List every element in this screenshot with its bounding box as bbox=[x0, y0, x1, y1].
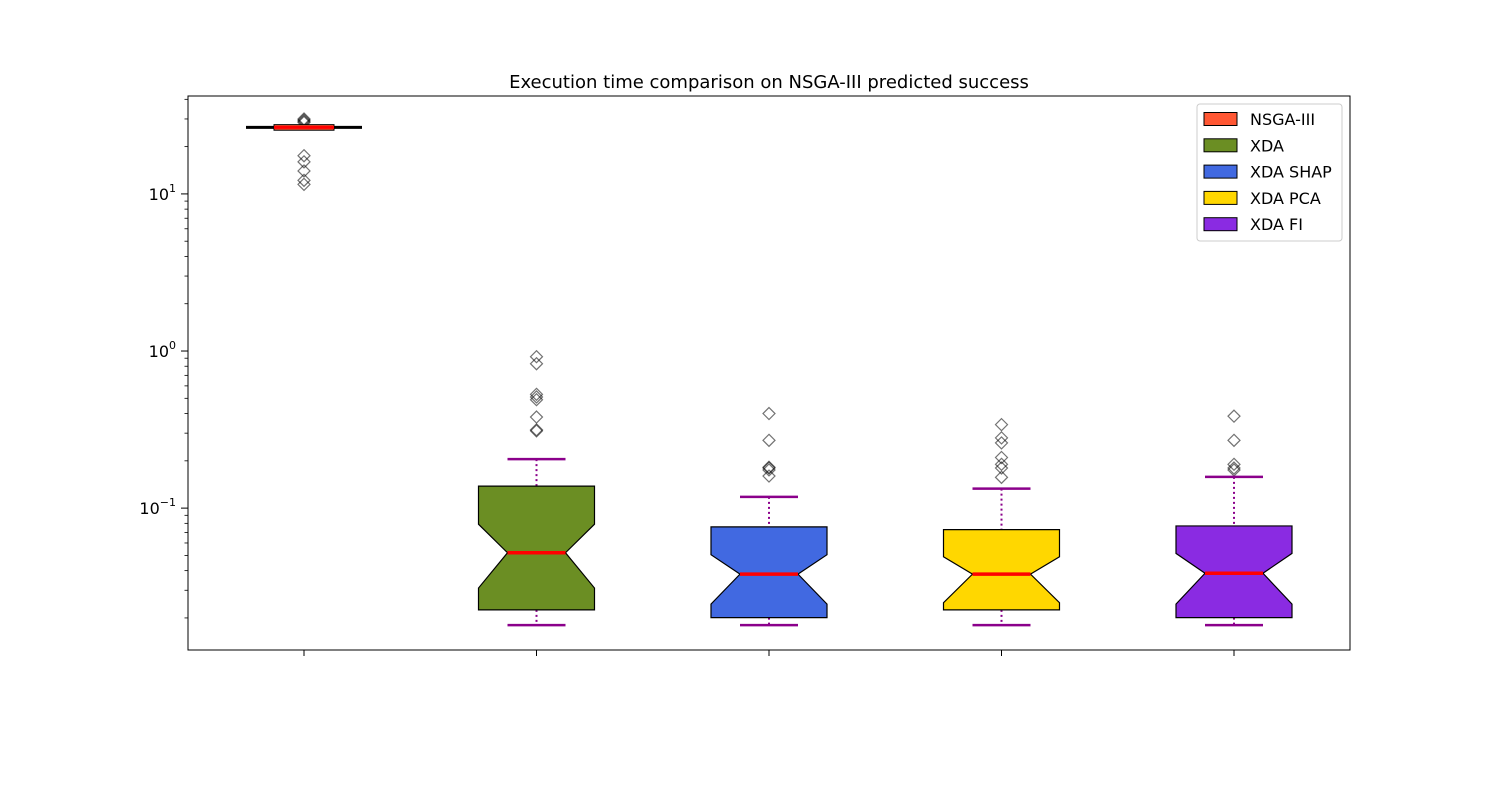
outlier-point bbox=[1227, 409, 1241, 423]
outlier-point bbox=[994, 457, 1009, 472]
legend-swatch bbox=[1203, 112, 1238, 126]
legend: NSGA-III XDA XDA SHAP XDA PCA XDA FI bbox=[1196, 103, 1343, 242]
legend-label: NSGA-III bbox=[1250, 110, 1315, 129]
legend-label: XDA bbox=[1250, 136, 1284, 155]
box-xda-shap bbox=[710, 406, 828, 656]
outlier-point bbox=[994, 417, 1009, 432]
box-nsga-iii bbox=[246, 112, 362, 656]
outlier-point bbox=[762, 463, 776, 477]
outlier-point bbox=[1227, 433, 1241, 448]
outlier-point bbox=[529, 392, 544, 407]
legend-label: XDA SHAP bbox=[1250, 163, 1332, 182]
outlier-point bbox=[994, 431, 1009, 445]
box-body bbox=[477, 485, 596, 611]
y-tick-label: 100 bbox=[149, 339, 176, 361]
plot-area: 101 100 10−1 bbox=[139, 95, 1351, 656]
legend-swatch bbox=[1203, 138, 1238, 153]
outlier-point bbox=[994, 436, 1009, 450]
legend-label: XDA PCA bbox=[1250, 189, 1321, 208]
outlier-point bbox=[994, 450, 1009, 465]
legend-swatch bbox=[1203, 164, 1238, 179]
outlier-point bbox=[529, 349, 544, 364]
outlier-point bbox=[529, 424, 544, 438]
outlier-point bbox=[529, 410, 544, 424]
box-xda bbox=[477, 349, 596, 656]
outlier-point bbox=[762, 469, 776, 483]
box-xda-pca bbox=[942, 417, 1061, 656]
outlier-point bbox=[529, 387, 544, 402]
outlier-point bbox=[297, 164, 311, 178]
box-xda-fi bbox=[1175, 409, 1293, 656]
legend-swatch bbox=[1203, 190, 1238, 205]
legend-frame bbox=[1196, 103, 1343, 242]
outlier-point bbox=[762, 433, 776, 448]
box-body bbox=[710, 526, 828, 619]
chart-title: Execution time comparison on NSGA-III pr… bbox=[509, 72, 1029, 93]
outlier-point bbox=[762, 460, 776, 475]
outlier-point bbox=[762, 406, 776, 421]
outlier-point bbox=[297, 177, 311, 192]
box-body bbox=[942, 528, 1061, 611]
outlier-point bbox=[529, 356, 544, 371]
outlier-point bbox=[297, 154, 311, 169]
y-tick-label: 10−1 bbox=[139, 496, 176, 518]
outlier-point bbox=[994, 470, 1009, 485]
legend-swatch bbox=[1203, 217, 1238, 232]
outlier-point bbox=[529, 422, 544, 437]
outlier-point bbox=[1227, 457, 1241, 472]
outlier-point bbox=[297, 173, 311, 188]
legend-label: XDA FI bbox=[1250, 215, 1303, 234]
outlier-point bbox=[297, 148, 311, 163]
y-tick-label: 101 bbox=[149, 182, 176, 204]
outlier-point bbox=[529, 390, 544, 404]
